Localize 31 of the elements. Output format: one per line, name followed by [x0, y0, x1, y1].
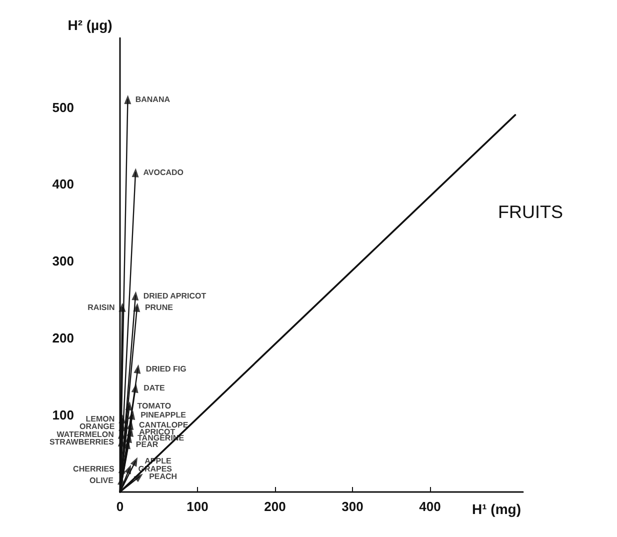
data-label: DRIED FIG: [146, 364, 186, 374]
x-tick-label: 300: [342, 499, 364, 514]
data-label: ORANGE: [80, 422, 116, 432]
data-label: DATE: [144, 384, 166, 393]
y-axis-title: H² (µg): [68, 17, 112, 33]
data-label: OLIVE: [89, 476, 114, 485]
x-tick-label: 200: [264, 499, 286, 514]
x-tick-label: 0: [116, 499, 124, 514]
y-tick-label: 100: [52, 408, 74, 423]
annotation: FRUITS: [498, 202, 564, 222]
data-label: WATERMELON: [56, 430, 114, 439]
data-label: RAISIN: [88, 302, 115, 312]
y-tick-label: 500: [52, 100, 74, 115]
y-tick-label: 400: [52, 176, 74, 192]
data-label: PEACH: [149, 472, 178, 482]
y-tick-label: 300: [52, 254, 74, 269]
data-label: TOMATO: [137, 401, 172, 410]
data-label: PEAR: [136, 440, 158, 449]
data-label: CANTALOPE: [139, 420, 189, 430]
x-tick-label: 100: [186, 499, 208, 514]
x-axis-title: H¹ (mg): [472, 501, 521, 517]
data-label: DRIED APRICOT: [143, 291, 206, 300]
x-tick-label: 400: [419, 499, 441, 514]
y-tick-label: 200: [52, 330, 74, 346]
data-label: STRAWBERRIES: [49, 437, 115, 446]
data-label: CHERRIES: [73, 464, 116, 474]
data-label: AVOCADO: [143, 168, 184, 178]
data-label: PRUNE: [144, 302, 174, 312]
data-label: PINEAPPLE: [140, 410, 187, 420]
data-label: LEMON: [86, 414, 115, 424]
data-label: BANANA: [135, 95, 170, 104]
